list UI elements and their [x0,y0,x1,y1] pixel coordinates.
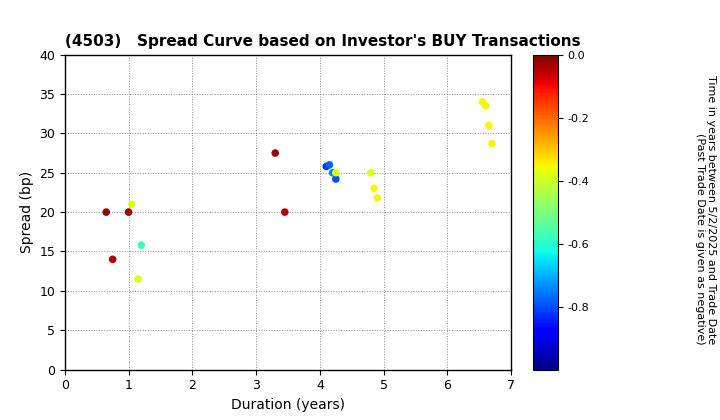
Point [135,242,147,249]
Point [480,102,492,109]
Text: (4503)   Spread Curve based on Investor's BUY Transactions: (4503) Spread Curve based on Investor's … [65,34,580,49]
Point [330,169,341,176]
Point [123,209,135,215]
Point [126,201,138,207]
Point [327,169,338,176]
Point [369,185,380,192]
Point [132,276,144,282]
Point [483,122,495,129]
Y-axis label: Spread (bp): Spread (bp) [19,171,34,253]
Point [269,150,281,156]
Text: Time in years between 5/2/2025 and Trade Date
(Past Trade Date is given as negat: Time in years between 5/2/2025 and Trade… [695,75,716,345]
Point [477,98,488,105]
Point [365,169,377,176]
Point [320,163,332,170]
Point [486,140,498,147]
Point [372,194,383,201]
X-axis label: Duration (years): Duration (years) [231,398,345,412]
Point [279,209,291,215]
Point [324,161,336,168]
Point [107,256,118,263]
Point [101,209,112,215]
Point [330,176,341,182]
